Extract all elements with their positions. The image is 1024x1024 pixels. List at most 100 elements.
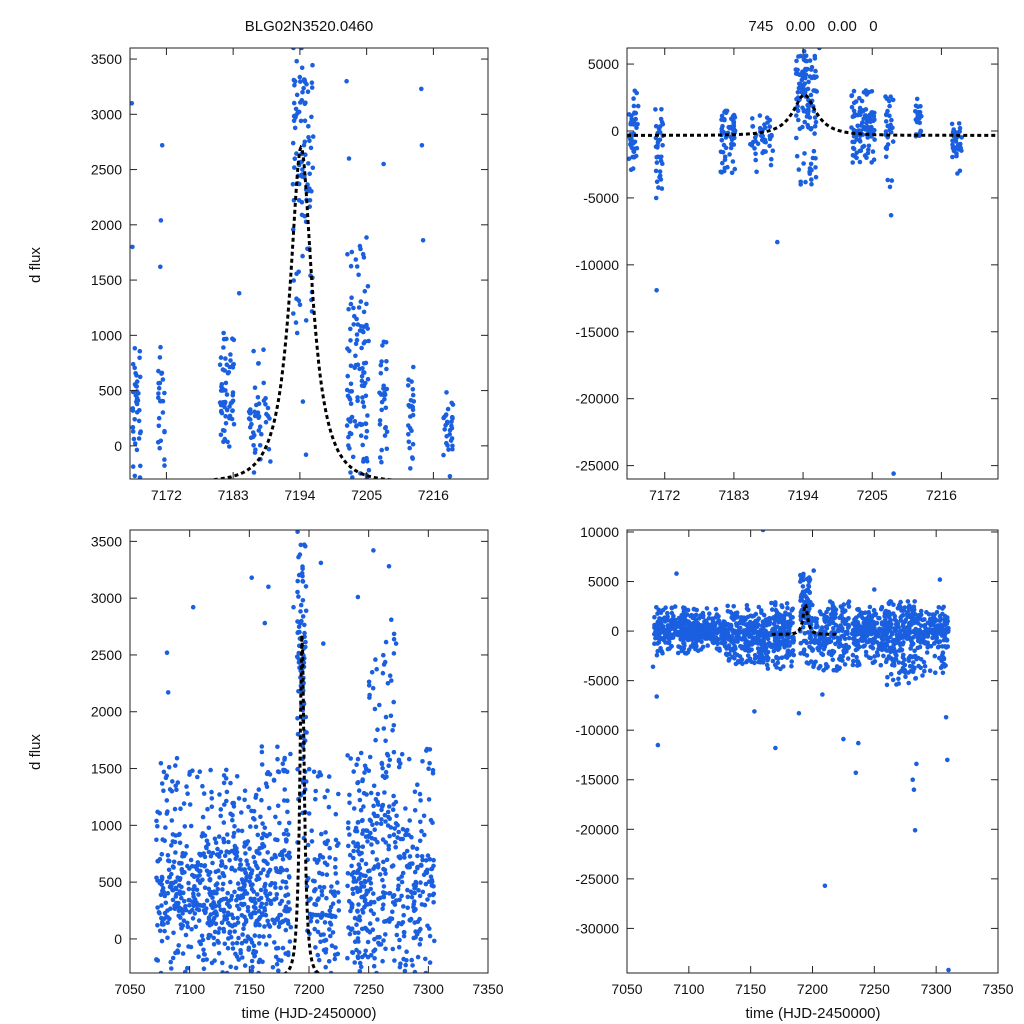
data-point: [955, 171, 960, 176]
data-point: [390, 728, 395, 733]
data-point: [407, 854, 413, 859]
data-point: [132, 382, 138, 387]
data-point: [431, 891, 437, 897]
data-point: [812, 640, 817, 645]
data-point: [790, 615, 795, 620]
data-point: [327, 927, 332, 932]
data-point: [156, 910, 162, 915]
data-point: [719, 113, 725, 119]
data-point: [351, 875, 357, 881]
data-point: [384, 751, 390, 757]
data-point: [903, 674, 908, 680]
data-point: [249, 968, 255, 973]
data-point: [236, 957, 241, 962]
data-point: [755, 641, 761, 646]
data-point: [447, 474, 453, 479]
data-point: [138, 429, 143, 434]
data-point: [383, 819, 388, 824]
data-point: [384, 429, 390, 435]
data-point: [251, 470, 257, 475]
data-point: [419, 828, 424, 834]
data-point: [360, 442, 366, 448]
data-point: [878, 645, 883, 650]
data-point: [890, 139, 896, 144]
data-point: [249, 886, 255, 892]
data-point: [881, 653, 886, 659]
data-point: [161, 889, 167, 895]
data-point: [263, 859, 268, 864]
data-point: [346, 843, 351, 849]
data-point: [858, 610, 864, 615]
y-tick-label: -5000: [583, 190, 619, 206]
data-point: [881, 637, 886, 643]
data-point: [654, 160, 660, 165]
data-point: [361, 404, 367, 409]
data-point: [654, 155, 659, 160]
data-point: [653, 168, 659, 174]
data-point: [256, 970, 261, 973]
data-point: [416, 929, 422, 934]
data-point: [208, 921, 213, 926]
data-point: [330, 901, 336, 906]
data-point: [406, 439, 412, 445]
data-point: [348, 301, 354, 307]
data-point: [313, 902, 319, 907]
data-point: [324, 872, 330, 877]
data-point: [420, 759, 425, 764]
data-point: [761, 659, 766, 665]
data-point: [742, 635, 747, 641]
data-point: [303, 644, 308, 650]
data-point: [355, 398, 360, 404]
data-point: [257, 443, 263, 448]
data-point: [718, 149, 724, 155]
data-point: [781, 626, 787, 632]
data-point: [367, 929, 373, 935]
data-point: [280, 761, 286, 767]
data-point: [291, 48, 296, 51]
data-point: [323, 964, 329, 970]
data-point: [372, 936, 377, 942]
data-point: [660, 121, 666, 127]
xlabel-left: time (HJD-2450000): [241, 1005, 376, 1022]
data-point: [345, 871, 351, 876]
data-point: [347, 389, 353, 394]
data-point: [195, 774, 200, 780]
data-point: [813, 119, 819, 125]
data-point: [348, 431, 354, 437]
data-point-outlier: [389, 617, 394, 622]
data-point: [815, 624, 820, 629]
data-point: [271, 777, 277, 783]
data-point: [228, 964, 233, 970]
data-point: [260, 959, 265, 965]
data-point: [243, 917, 249, 923]
data-point: [850, 662, 856, 668]
data-point: [303, 543, 308, 549]
data-point: [391, 723, 397, 728]
data-point: [419, 854, 425, 859]
data-point: [244, 874, 249, 880]
data-point: [379, 407, 385, 413]
data-point: [710, 619, 716, 624]
data-point: [387, 757, 393, 763]
data-point: [132, 365, 137, 371]
data-point: [358, 872, 363, 877]
data-point: [724, 108, 730, 114]
data-point: [349, 414, 355, 420]
data-point: [156, 368, 161, 374]
data-point: [925, 645, 930, 650]
data-point: [415, 782, 420, 787]
data-point: [768, 644, 774, 650]
data-point: [211, 935, 216, 941]
y-tick-label: 500: [99, 874, 123, 890]
data-point: [222, 428, 227, 434]
data-point: [336, 791, 341, 797]
data-point: [672, 625, 678, 630]
y-tick-label: -10000: [575, 257, 619, 273]
data-point: [302, 79, 308, 85]
y-tick-label: 0: [114, 438, 122, 454]
data-point: [155, 858, 161, 864]
data-point: [272, 921, 277, 926]
data-point: [859, 638, 864, 643]
data-point: [831, 626, 836, 631]
data-point: [366, 768, 372, 774]
